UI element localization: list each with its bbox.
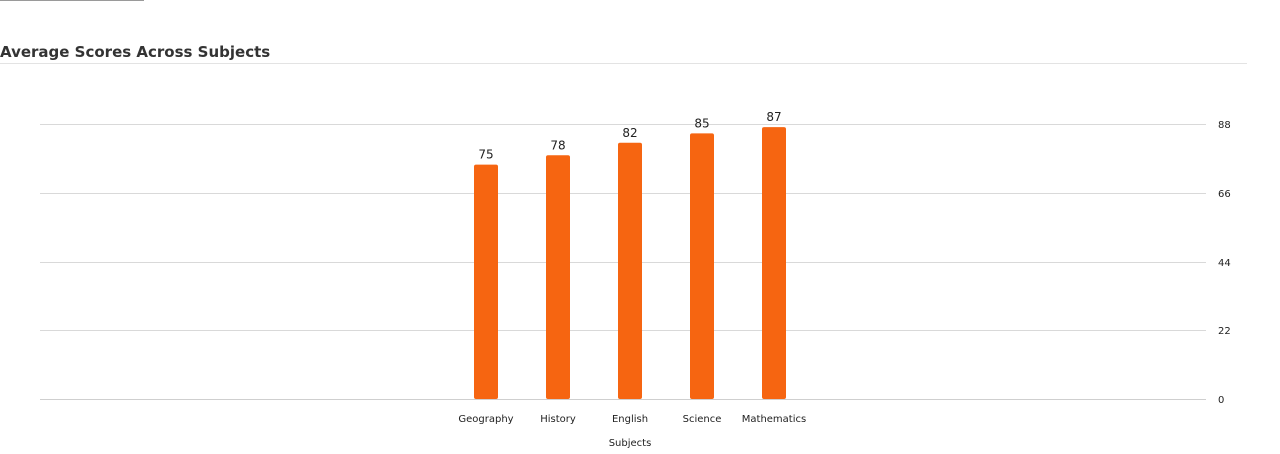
bar-value-label: 87 <box>766 110 781 124</box>
y-tick-label: 66 <box>1218 189 1231 200</box>
bar-history <box>546 155 570 399</box>
chart-title: Average Scores Across Subjects <box>0 43 271 61</box>
x-tick-label: Mathematics <box>742 414 806 425</box>
x-tick-label: English <box>612 414 648 425</box>
y-tick-label: 44 <box>1218 258 1231 269</box>
top-divider <box>0 0 144 1</box>
x-axis-title: Subjects <box>609 438 652 449</box>
bar-value-label: 82 <box>622 126 637 140</box>
y-tick-label: 22 <box>1218 326 1231 337</box>
bar-science <box>690 133 714 399</box>
x-tick-label: History <box>540 414 576 425</box>
bar-value-label: 85 <box>694 116 709 130</box>
bar-english <box>618 142 642 399</box>
bar-mathematics <box>762 127 786 399</box>
title-divider <box>0 63 1247 64</box>
x-tick-label: Science <box>683 414 722 425</box>
bar-value-label: 75 <box>478 148 493 162</box>
x-tick-label: Geography <box>458 414 513 425</box>
y-tick-label: 0 <box>1218 395 1224 406</box>
bar-geography <box>474 164 498 399</box>
bar-value-label: 78 <box>550 138 565 152</box>
y-tick-label: 88 <box>1218 120 1231 131</box>
